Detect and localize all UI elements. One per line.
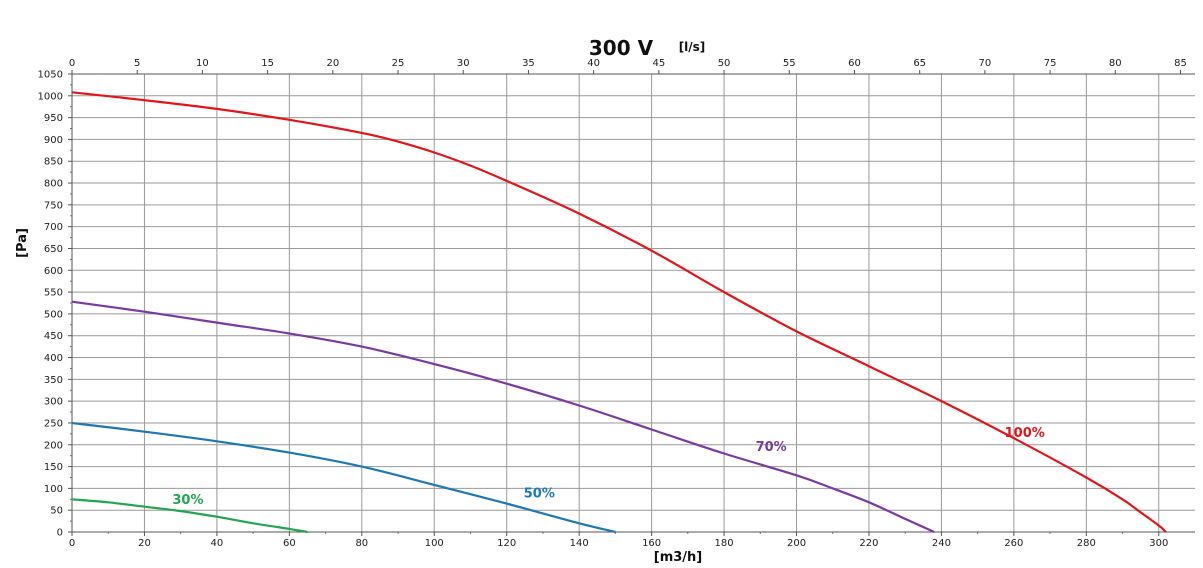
top-x-tick-label: 85	[1174, 58, 1187, 69]
top-x-tick-label: 50	[718, 58, 731, 69]
x-tick-label: 20	[138, 538, 151, 549]
top-x-tick-label: 30	[457, 58, 470, 69]
x-tick-label: 160	[642, 538, 661, 549]
series-label-70pct: 70%	[756, 440, 787, 455]
x-tick-label: 0	[69, 538, 75, 549]
series-line-50pct	[71, 421, 616, 534]
x-tick-label: 240	[932, 538, 951, 549]
y-tick-label: 200	[44, 440, 63, 451]
y-tick-label: 650	[44, 244, 63, 255]
y-tick-label: 450	[44, 331, 63, 342]
top-x-tick-label: 80	[1109, 58, 1122, 69]
top-x-tick-label: 25	[392, 58, 405, 69]
top-x-tick-label: 5	[134, 58, 140, 69]
top-x-tick-label: 35	[522, 58, 535, 69]
top-x-tick-label: 70	[979, 58, 992, 69]
plot-area	[71, 91, 1167, 534]
y-tick-label: 700	[44, 222, 63, 233]
top-x-tick-label: 10	[196, 58, 209, 69]
x-tick-label: 180	[715, 538, 734, 549]
y-tick-label: 550	[44, 288, 63, 299]
x-tick-label: 120	[497, 538, 516, 549]
y-tick-label: 1050	[38, 70, 63, 81]
y-tick-label: 50	[50, 506, 63, 517]
series-labels: 100% 70% 50% 30%	[172, 426, 1044, 508]
x-tick-label: 40	[211, 538, 224, 549]
y-tick-label: 300	[44, 397, 63, 408]
x-axis-label: [m3/h]	[654, 550, 702, 565]
top-x-tick-label: 0	[69, 58, 75, 69]
x-tick-label: 280	[1077, 538, 1096, 549]
x-tick-label: 80	[355, 538, 368, 549]
top-axis-unit-label: [l/s]	[679, 40, 706, 54]
y-tick-label: 850	[44, 157, 63, 168]
y-tick-label: 100	[44, 484, 63, 495]
top-x-tick-label: 75	[1044, 58, 1057, 69]
series-line-70pct	[71, 300, 935, 534]
x-tick-label: 140	[570, 538, 589, 549]
top-x-tick-label: 55	[783, 58, 796, 69]
top-x-tick-label: 15	[261, 58, 274, 69]
series-label-30pct: 30%	[172, 493, 203, 508]
x-tick-label: 300	[1149, 538, 1168, 549]
top-x-tick-label: 40	[587, 58, 600, 69]
y-tick-label: 0	[57, 528, 63, 539]
series-label-100pct: 100%	[1005, 426, 1045, 441]
y-tick-label: 250	[44, 418, 63, 429]
x-tick-label: 100	[425, 538, 444, 549]
y-tick-label: 500	[44, 309, 63, 320]
top-x-tick-label: 45	[652, 58, 665, 69]
y-axis-label: [Pa]	[15, 228, 30, 258]
y-tick-label: 350	[44, 375, 63, 386]
series-label-50pct: 50%	[524, 487, 555, 502]
axes: 0501001502002503003504004505005506006507…	[38, 58, 1195, 549]
series-line-100pct	[71, 91, 1167, 533]
top-x-tick-label: 20	[326, 58, 339, 69]
x-tick-label: 260	[1004, 538, 1023, 549]
grid	[72, 73, 1195, 532]
top-x-tick-label: 65	[913, 58, 926, 69]
x-tick-label: 200	[787, 538, 806, 549]
series-line-30pct	[71, 498, 308, 534]
y-tick-label: 900	[44, 135, 63, 146]
y-tick-label: 950	[44, 113, 63, 124]
x-tick-label: 60	[283, 538, 296, 549]
x-tick-label: 220	[859, 538, 878, 549]
y-tick-label: 1000	[38, 91, 63, 102]
top-x-tick-label: 60	[848, 58, 861, 69]
y-tick-label: 600	[44, 266, 63, 277]
y-tick-label: 400	[44, 353, 63, 364]
chart-title: 300 V	[589, 36, 654, 60]
y-tick-label: 150	[44, 462, 63, 473]
y-tick-label: 800	[44, 179, 63, 190]
y-tick-label: 750	[44, 200, 63, 211]
